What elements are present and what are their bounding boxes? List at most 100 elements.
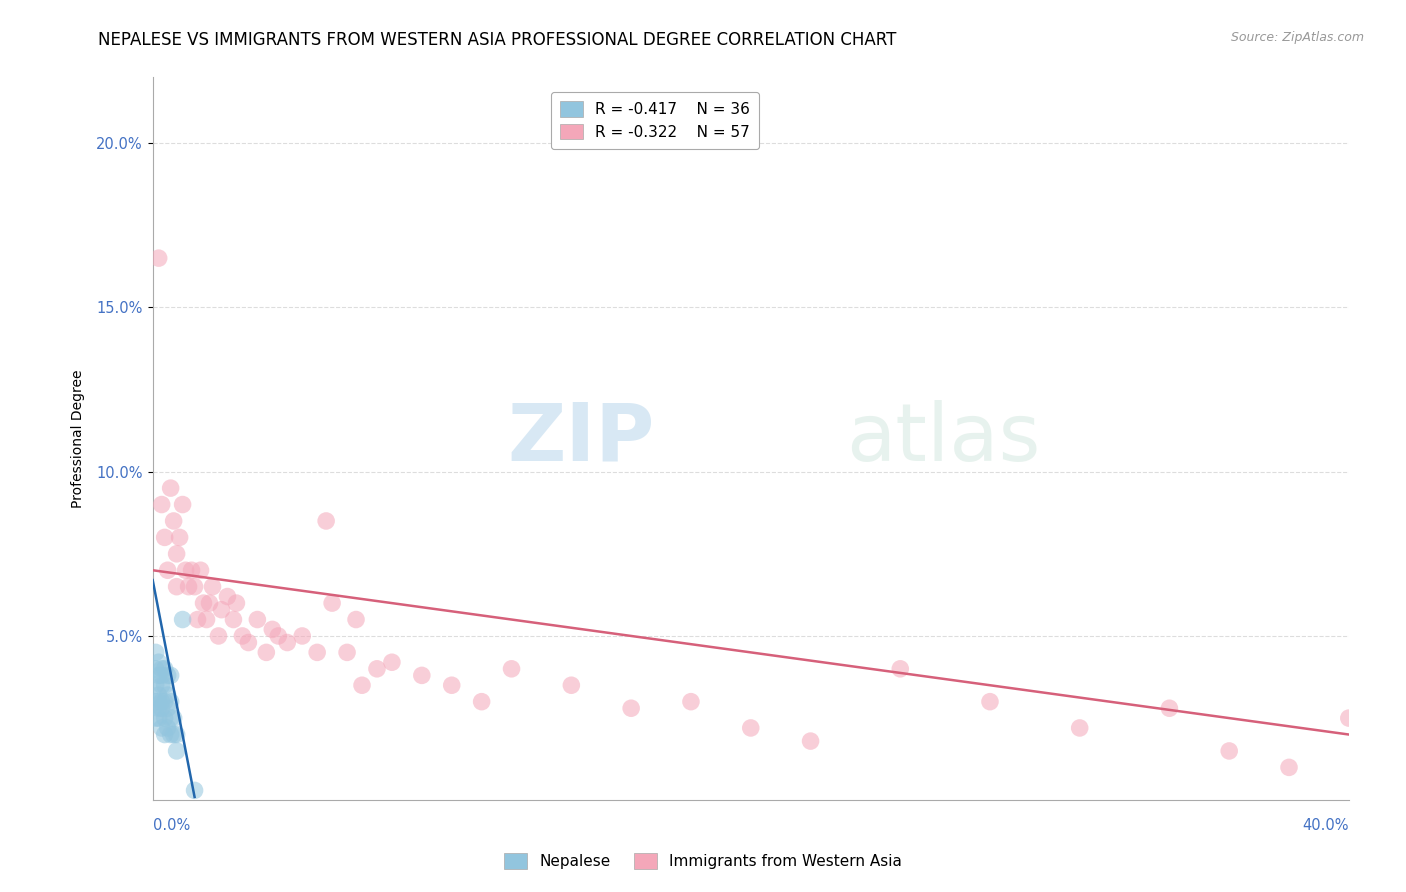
Point: [156, 668, 179, 682]
Text: NEPALESE VS IMMIGRANTS FROM WESTERN ASIA PROFESSIONAL DEGREE CORRELATION CHART: NEPALESE VS IMMIGRANTS FROM WESTERN ASIA…: [98, 31, 897, 49]
Point: [153, 662, 176, 676]
Point: [162, 514, 184, 528]
Point: [1159, 701, 1181, 715]
Text: ZIP: ZIP: [508, 400, 655, 478]
Point: [150, 662, 173, 676]
Point: [1337, 711, 1360, 725]
Point: [471, 695, 494, 709]
Point: [148, 701, 170, 715]
Text: atlas: atlas: [846, 400, 1040, 478]
Point: [153, 530, 176, 544]
Point: [366, 662, 388, 676]
Point: [177, 580, 200, 594]
Point: [150, 701, 173, 715]
Point: [267, 629, 290, 643]
Point: [620, 701, 643, 715]
Point: [145, 662, 167, 676]
Point: [1278, 760, 1301, 774]
Point: [307, 645, 329, 659]
Point: [148, 688, 170, 702]
Point: [190, 563, 212, 577]
Point: [150, 678, 173, 692]
Point: [501, 662, 523, 676]
Point: [174, 563, 197, 577]
Point: [979, 695, 1001, 709]
Point: [148, 655, 170, 669]
Point: [246, 613, 269, 627]
Point: [740, 721, 762, 735]
Point: [440, 678, 463, 692]
Point: [291, 629, 314, 643]
Point: [336, 645, 359, 659]
Point: [172, 613, 194, 627]
Point: [159, 481, 181, 495]
Point: [180, 563, 202, 577]
Point: [150, 721, 173, 735]
Point: [201, 580, 224, 594]
Point: [315, 514, 337, 528]
Point: [381, 655, 404, 669]
Point: [411, 668, 433, 682]
Point: [800, 734, 823, 748]
Point: [159, 711, 181, 725]
Point: [150, 498, 173, 512]
Point: [207, 629, 229, 643]
Point: [321, 596, 343, 610]
Point: [153, 727, 176, 741]
Legend: R = -0.417    N = 36, R = -0.322    N = 57: R = -0.417 N = 36, R = -0.322 N = 57: [551, 92, 759, 149]
Point: [222, 613, 245, 627]
Point: [231, 629, 253, 643]
Point: [148, 695, 170, 709]
Point: [679, 695, 702, 709]
Point: [889, 662, 911, 676]
Point: [145, 695, 167, 709]
Point: [169, 530, 191, 544]
Point: [162, 711, 184, 725]
Text: Source: ZipAtlas.com: Source: ZipAtlas.com: [1230, 31, 1364, 45]
Point: [153, 711, 176, 725]
Point: [145, 645, 167, 659]
Point: [187, 613, 209, 627]
Point: [166, 727, 188, 741]
Point: [198, 596, 221, 610]
Point: [276, 635, 298, 649]
Point: [145, 678, 167, 692]
Point: [159, 727, 181, 741]
Point: [153, 678, 176, 692]
Point: [238, 635, 260, 649]
Text: 0.0%: 0.0%: [153, 818, 190, 833]
Point: [262, 623, 284, 637]
Y-axis label: Professional Degree: Professional Degree: [72, 369, 86, 508]
Point: [560, 678, 582, 692]
Text: 40.0%: 40.0%: [1302, 818, 1348, 833]
Point: [350, 678, 373, 692]
Point: [150, 695, 173, 709]
Point: [172, 498, 194, 512]
Point: [156, 701, 179, 715]
Point: [166, 580, 188, 594]
Point: [183, 783, 205, 797]
Point: [166, 744, 188, 758]
Point: [156, 563, 179, 577]
Point: [153, 695, 176, 709]
Point: [148, 711, 170, 725]
Point: [217, 590, 239, 604]
Point: [156, 688, 179, 702]
Point: [159, 695, 181, 709]
Legend: Nepalese, Immigrants from Western Asia: Nepalese, Immigrants from Western Asia: [498, 847, 908, 875]
Point: [148, 251, 170, 265]
Point: [159, 668, 181, 682]
Point: [1218, 744, 1240, 758]
Point: [162, 727, 184, 741]
Point: [145, 711, 167, 725]
Point: [254, 645, 277, 659]
Point: [156, 721, 179, 735]
Point: [193, 596, 215, 610]
Point: [150, 668, 173, 682]
Point: [344, 613, 367, 627]
Point: [183, 580, 205, 594]
Point: [225, 596, 247, 610]
Point: [211, 602, 233, 616]
Point: [148, 668, 170, 682]
Point: [195, 613, 218, 627]
